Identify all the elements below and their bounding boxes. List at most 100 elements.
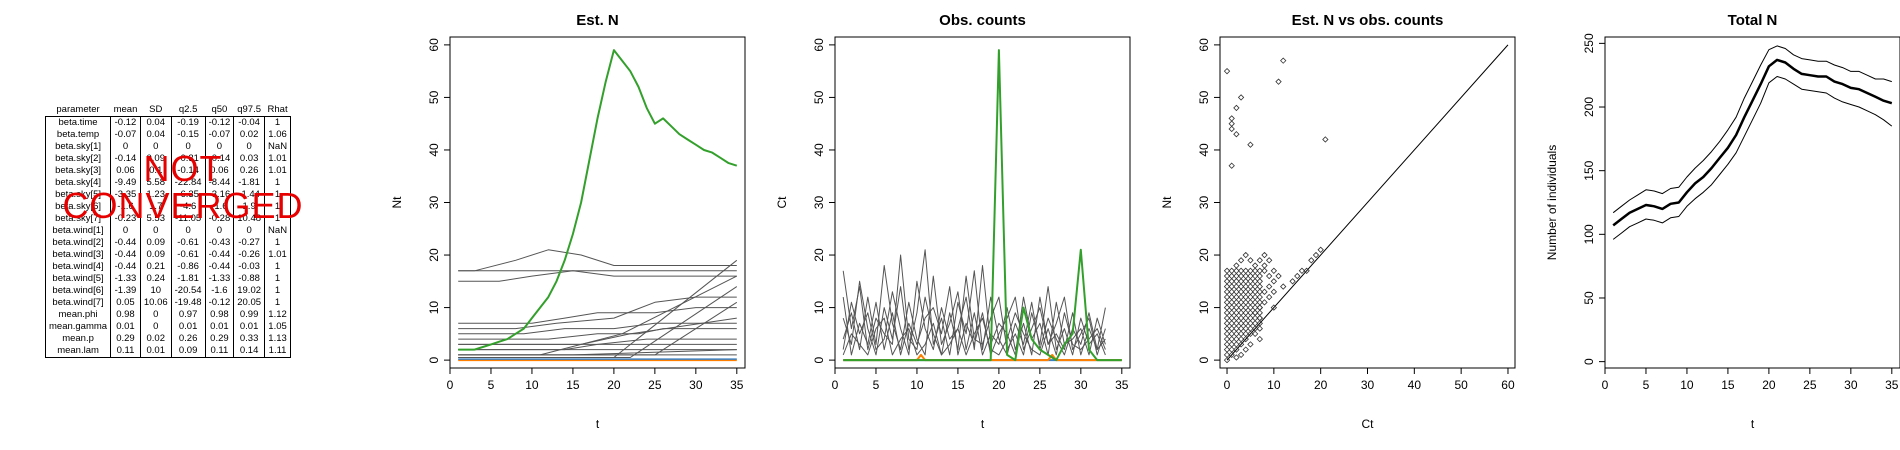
x-tick-label: 0	[1602, 378, 1609, 392]
value-cell: 0.11	[110, 345, 141, 358]
value-cell: 1	[264, 273, 292, 285]
x-tick-label: 25	[1803, 378, 1817, 392]
value-cell: 0	[110, 141, 141, 153]
series-line-2	[1612, 76, 1893, 240]
series-line-8	[458, 322, 737, 335]
cluster-point	[1228, 320, 1235, 327]
value-cell: 0.98	[205, 309, 235, 321]
value-cell: 1.05	[264, 321, 292, 333]
cluster-point	[1242, 299, 1249, 306]
value-cell: 0.09	[171, 345, 206, 358]
series-line-4	[842, 265, 1106, 356]
total-n-chart: Total N t Number of individuals 0 5 10 15 20 25 3…	[1545, 12, 1900, 431]
x-tick-label: 60	[1501, 378, 1515, 392]
y-tick-label: 0	[812, 356, 826, 363]
table-row: beta.time -0.12 0.04 -0.19 -0.12 -0.04 1	[44, 116, 292, 129]
y-axis-label: Number of individuals	[1545, 145, 1559, 260]
table-row: beta.sky[3] 0.06 0.1 -0.14 0.06 0.26 1.01	[44, 165, 292, 177]
value-cell: -0.04	[233, 116, 266, 129]
parameter-name-cell: beta.wind[2]	[44, 237, 112, 249]
cluster-point	[1233, 309, 1240, 316]
parameter-name-cell: mean.phi	[44, 309, 112, 321]
cluster-point	[1256, 278, 1263, 285]
y-tick-label: 10	[427, 301, 441, 315]
cluster-point	[1256, 288, 1263, 295]
table-row: mean.phi 0.98 0 0.97 0.98 0.99 1.12	[44, 309, 292, 321]
cluster-point	[1247, 283, 1254, 290]
cluster-point	[1228, 351, 1235, 359]
x-tick-label: 15	[566, 378, 580, 392]
value-cell: 0.01	[140, 345, 172, 358]
chart-title: Obs. counts	[939, 12, 1026, 29]
value-cell: -0.61	[171, 249, 206, 261]
parameter-name-cell: beta.sky[6]	[44, 201, 112, 213]
scatter-point	[1251, 309, 1259, 316]
y-tick-label: 100	[1582, 224, 1596, 244]
value-cell: 0.04	[140, 129, 172, 141]
cluster-point	[1233, 330, 1240, 338]
value-cell: 0	[140, 309, 172, 321]
value-cell: 0	[140, 141, 172, 153]
y-tick-label: 40	[1197, 143, 1211, 157]
value-cell: 0.99	[233, 309, 266, 321]
parameter-name-cell: beta.wind[7]	[44, 297, 112, 309]
parameter-name-cell: beta.sky[1]	[44, 141, 112, 153]
x-tick-label: 30	[1074, 378, 1088, 392]
value-cell: 0.29	[110, 333, 141, 345]
cluster-point	[1228, 346, 1235, 353]
x-tick-label: 20	[1762, 378, 1776, 392]
cluster-point	[1228, 272, 1235, 280]
y-tick-label: 20	[1197, 248, 1211, 262]
value-cell: 0.1	[140, 165, 172, 177]
scatter-point	[1270, 278, 1278, 285]
value-cell: 1.9	[233, 201, 266, 213]
scatter-point	[1256, 314, 1263, 322]
series-line-17	[458, 338, 737, 351]
value-cell: NaN	[264, 141, 292, 153]
scatter-point	[1247, 257, 1254, 264]
value-cell: 0.98	[110, 309, 141, 321]
series-line-15	[458, 259, 738, 358]
cluster-point	[1251, 272, 1259, 280]
value-cell: 0.06	[110, 165, 141, 177]
scatter-point	[1270, 288, 1278, 295]
x-tick-label: 35	[1115, 378, 1129, 392]
x-tick-label: 25	[1033, 378, 1047, 392]
parameter-name-cell: beta.wind[1]	[44, 225, 112, 237]
value-cell: -0.27	[233, 237, 266, 249]
table-row: beta.wind[1] 0 0 0 0 0 NaN	[44, 225, 292, 237]
value-cell: 1.12	[264, 309, 292, 321]
column-header: SD	[149, 104, 163, 115]
value-cell: -0.44	[205, 261, 235, 273]
cluster-point	[1247, 320, 1254, 327]
scatter-point	[1233, 354, 1240, 361]
value-cell: 1	[264, 201, 292, 213]
value-cell: -1.39	[110, 285, 141, 297]
table-body: beta.time -0.12 0.04 -0.19 -0.12 -0.04 1 beta.t…	[44, 116, 292, 358]
value-cell: 1.7	[140, 201, 172, 213]
value-cell: 1	[264, 297, 292, 309]
parameter-name-cell: beta.sky[5]	[44, 189, 112, 201]
x-tick-label: 30	[1844, 378, 1858, 392]
table-row: beta.sky[6] -1.6 1.7 -4.6 -1.6 1.9 1	[44, 201, 292, 213]
value-cell: -0.86	[171, 261, 206, 273]
value-cell: -6.35	[171, 189, 206, 201]
value-cell: 0.26	[233, 165, 266, 177]
series-line-8	[842, 312, 1106, 356]
value-cell: -1.33	[110, 273, 141, 285]
cluster-point	[1233, 346, 1240, 353]
cluster-point	[1233, 272, 1240, 280]
value-cell: 0.24	[140, 273, 172, 285]
y-tick-label: 50	[812, 90, 826, 104]
scatter-point	[1251, 330, 1259, 338]
x-tick-label: 10	[1680, 378, 1694, 392]
value-cell: 0.33	[233, 333, 266, 345]
y-tick-label: 200	[1582, 97, 1596, 117]
y-tick-label: 250	[1582, 33, 1596, 53]
value-cell: 0.97	[171, 309, 206, 321]
cluster-point	[1228, 330, 1235, 338]
series-line-19	[458, 301, 738, 356]
scatter-point	[1270, 304, 1278, 311]
value-cell: -3.16	[205, 189, 235, 201]
column-header: parameter	[56, 104, 100, 115]
